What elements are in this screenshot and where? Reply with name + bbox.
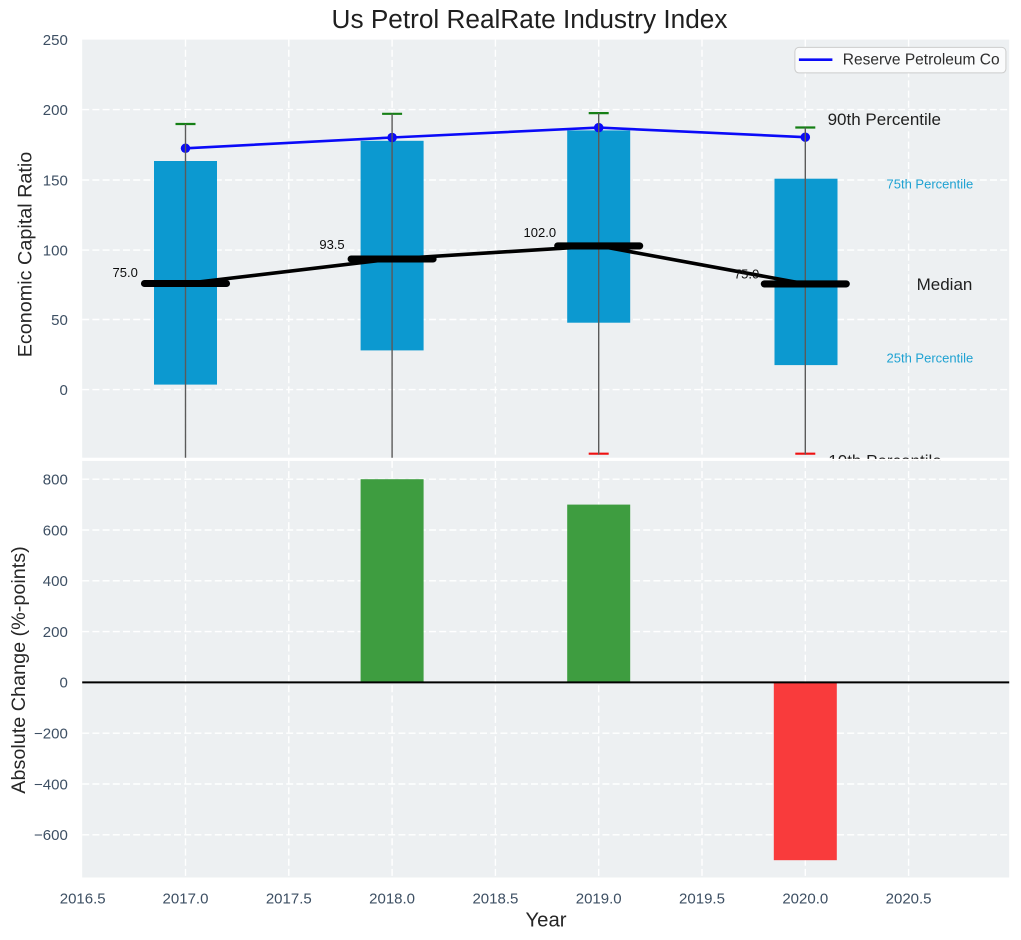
svg-text:2019.0: 2019.0 xyxy=(576,890,622,907)
svg-text:−600: −600 xyxy=(34,827,68,844)
svg-text:93.5: 93.5 xyxy=(319,237,344,252)
svg-text:2017.0: 2017.0 xyxy=(163,890,209,907)
svg-text:2020.5: 2020.5 xyxy=(886,890,932,907)
svg-text:400: 400 xyxy=(43,573,68,590)
svg-text:600: 600 xyxy=(43,522,68,539)
svg-text:0: 0 xyxy=(59,675,67,692)
svg-text:800: 800 xyxy=(43,472,68,489)
svg-text:Median: Median xyxy=(917,275,973,294)
svg-text:Absolute Change (%-points): Absolute Change (%-points) xyxy=(8,546,30,793)
svg-text:90th Percentile: 90th Percentile xyxy=(828,110,941,129)
svg-text:250: 250 xyxy=(43,32,68,49)
svg-text:2017.5: 2017.5 xyxy=(266,890,312,907)
svg-text:75.0: 75.0 xyxy=(734,266,759,281)
svg-text:−200: −200 xyxy=(34,726,68,743)
svg-text:2016.5: 2016.5 xyxy=(60,890,106,907)
svg-text:50: 50 xyxy=(51,312,68,329)
svg-text:200: 200 xyxy=(43,624,68,641)
svg-text:100: 100 xyxy=(43,242,68,259)
svg-text:Us Petrol RealRate Industry In: Us Petrol RealRate Industry Index xyxy=(332,4,728,34)
svg-text:0: 0 xyxy=(59,382,67,399)
svg-text:200: 200 xyxy=(43,102,68,119)
svg-text:150: 150 xyxy=(43,172,68,189)
svg-text:Year: Year xyxy=(526,910,567,932)
svg-text:75.0: 75.0 xyxy=(113,265,138,280)
svg-text:2018.0: 2018.0 xyxy=(369,890,415,907)
svg-text:2020.0: 2020.0 xyxy=(782,890,828,907)
svg-text:25th Percentile: 25th Percentile xyxy=(887,351,974,366)
svg-text:2019.5: 2019.5 xyxy=(679,890,725,907)
svg-text:Economic Capital Ratio: Economic Capital Ratio xyxy=(15,152,37,358)
svg-text:102.0: 102.0 xyxy=(524,225,557,240)
svg-text:−400: −400 xyxy=(34,776,68,793)
svg-text:75th Percentile: 75th Percentile xyxy=(887,176,974,191)
svg-text:Reserve Petroleum Co: Reserve Petroleum Co xyxy=(843,51,1000,68)
svg-text:2018.5: 2018.5 xyxy=(472,890,518,907)
